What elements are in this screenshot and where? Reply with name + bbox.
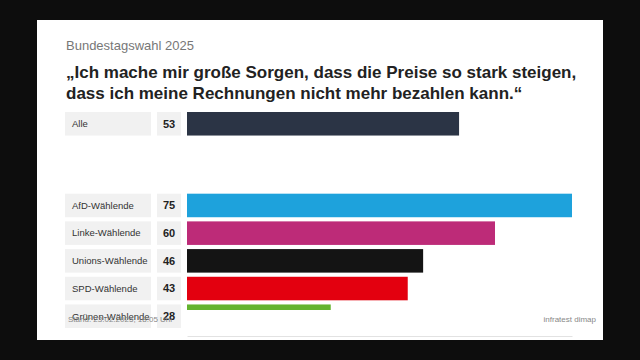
category-label: Unions-Wählende	[72, 255, 148, 266]
value-box	[157, 277, 181, 301]
label-box	[65, 194, 151, 218]
label-box	[65, 221, 151, 245]
bar	[187, 304, 331, 310]
category-label: AfD-Wählende	[72, 200, 134, 211]
panel	[37, 20, 603, 340]
data-label: 53	[163, 118, 175, 130]
value-box	[157, 221, 181, 245]
data-label: 46	[163, 255, 175, 267]
label-box	[65, 277, 151, 301]
bar	[187, 221, 495, 245]
bar	[187, 112, 459, 136]
annotation: infratest dimap	[544, 315, 597, 324]
label-box	[65, 112, 151, 136]
chart: Bundestagswahl 2025 „Ich mache mir große …	[0, 0, 640, 360]
data-label: 75	[163, 199, 175, 211]
data-labels: 537560464328	[157, 112, 181, 328]
bars	[187, 112, 572, 310]
value-box	[157, 194, 181, 218]
subtitle: Bundestagswahl 2025	[66, 38, 194, 53]
category-labels: Alle AfD-Wählende Linke-Wählende Unions-Wäh…	[65, 112, 151, 328]
x-axis	[188, 336, 573, 337]
bar	[187, 194, 572, 218]
category-label: Linke-Wählende	[72, 227, 141, 238]
annotation: Stand: 23.02.2025, 18:05 Uhr	[68, 315, 173, 324]
category-label: SPD-Wählende	[72, 283, 137, 294]
data-label: 60	[163, 227, 175, 239]
data-label: 43	[163, 282, 175, 294]
title: „Ich mache mir große Sorgen, dass die Pr…	[66, 63, 576, 103]
label-box	[65, 249, 151, 273]
bar	[187, 249, 423, 273]
value-box	[157, 249, 181, 273]
value-box	[157, 112, 181, 136]
bar	[187, 277, 408, 301]
category-label: Alle	[72, 118, 88, 129]
x-axis-line	[188, 336, 573, 337]
